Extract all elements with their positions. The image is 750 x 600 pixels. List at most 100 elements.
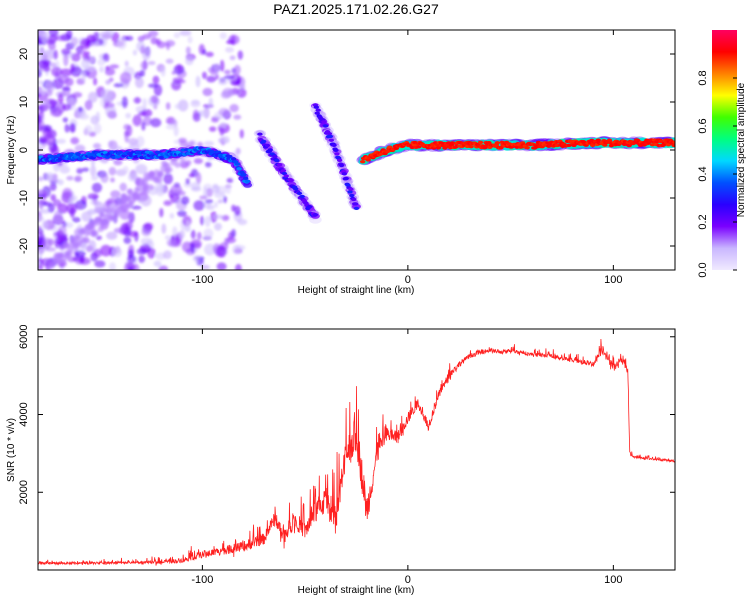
speckle-blob (109, 215, 116, 222)
speckle-blob (231, 229, 236, 238)
speckle-blob (44, 59, 52, 67)
speckle-blob (50, 194, 57, 202)
speckle-blob (46, 82, 54, 91)
speckle-blob (124, 204, 131, 211)
speckle-blob (62, 241, 69, 248)
ridge-point (243, 182, 253, 188)
speckle-blob (127, 266, 134, 270)
speckle-blob (81, 71, 87, 82)
speckle-blob (72, 216, 81, 223)
speckle-blob (213, 222, 222, 231)
spectrogram-marks (38, 30, 675, 270)
speckle-blob (140, 60, 149, 70)
colorbar-tick-label: 0.6 (697, 118, 709, 133)
speckle-blob (66, 175, 74, 181)
speckle-blob (203, 140, 215, 147)
snr-x-axis-label: Height of straight line (km) (298, 585, 415, 596)
speckle-blob (69, 122, 76, 133)
speckle-blob (173, 32, 181, 39)
speckle-blob (50, 62, 57, 68)
speckle-blob (199, 195, 208, 200)
speckle-blob (219, 126, 225, 137)
speckle-blob (143, 222, 154, 231)
speckle-blob (61, 48, 71, 55)
speckle-blob (204, 243, 216, 256)
speckle-blob (125, 35, 134, 41)
speckle-blob (50, 109, 63, 117)
speckle-blob (190, 100, 201, 108)
speckle-blob (38, 80, 44, 85)
speckle-blob (56, 257, 63, 264)
speckle-blob (170, 184, 183, 195)
speckle-blob (224, 69, 231, 75)
speckle-blob (205, 188, 213, 198)
speckle-blob (93, 77, 98, 86)
speckle-blob (152, 75, 160, 85)
ridge-point (158, 155, 165, 159)
speckle-blob (195, 172, 202, 185)
speckle-blob (137, 111, 148, 117)
snr-x-ticks: -100 0 100 (191, 329, 623, 586)
speckle-blob (140, 194, 152, 207)
speckle-blob (46, 171, 54, 182)
speckle-blob (93, 220, 100, 227)
y-tick-label: 2000 (18, 480, 30, 504)
speckle-blob (226, 177, 234, 184)
speckle-blob (147, 83, 159, 88)
ridge-point (75, 152, 81, 156)
colorbar-gradient (712, 30, 737, 270)
ridge-point (626, 143, 632, 148)
spectrogram-y-axis-label: Frequency (Hz) (6, 116, 17, 185)
y-tick-label: 6000 (18, 325, 30, 349)
speckle-blob (82, 50, 88, 61)
speckle-blob (38, 61, 43, 66)
speckle-blob (74, 144, 86, 153)
colorbar-tick-label: 0.0 (697, 262, 709, 277)
x-tick-label: 100 (604, 274, 622, 286)
speckle-blob (176, 63, 183, 72)
speckle-blob (142, 48, 151, 61)
speckle-blob (48, 30, 59, 37)
speckle-blob (163, 250, 172, 260)
speckle-blob (165, 124, 177, 130)
speckle-blob (101, 89, 113, 101)
speckle-blob (200, 264, 210, 270)
ridge-point (276, 163, 283, 167)
speckle-blob (90, 165, 97, 177)
speckle-blob (237, 218, 248, 226)
speckle-blob (114, 198, 121, 205)
speckle-blob (77, 228, 84, 235)
speckle-blob (104, 102, 115, 108)
speckle-blob (172, 119, 178, 127)
speckle-blob (179, 30, 192, 36)
speckle-blob (61, 103, 72, 111)
speckle-blob (62, 86, 71, 91)
speckle-blob (38, 225, 42, 231)
colorbar-label: Normalized spectral amplitude (736, 82, 747, 217)
speckle-blob (92, 248, 102, 258)
speckle-blob (142, 98, 147, 110)
x-tick-label: -100 (191, 274, 213, 286)
y-tick-label: 10 (18, 96, 30, 108)
speckle-blob (48, 35, 58, 43)
speckle-blob (139, 243, 151, 253)
speckle-blob (205, 51, 214, 58)
speckle-blob (60, 68, 72, 77)
speckle-blob (87, 223, 94, 230)
speckle-blob (71, 52, 81, 62)
speckle-blob (188, 173, 195, 178)
ridge-point (260, 139, 267, 144)
speckle-blob (95, 235, 103, 241)
y-tick-label: 0 (18, 147, 30, 153)
speckle-blob (135, 185, 142, 192)
speckle-blob (193, 158, 204, 165)
ridge-point (442, 146, 448, 150)
ridge-point (321, 120, 327, 124)
y-tick-label: 4000 (18, 402, 30, 426)
colorbar-tick-label: 0.4 (697, 166, 709, 181)
speckle-blob (185, 178, 190, 185)
ridge-point (336, 158, 343, 162)
ridge-point (331, 143, 337, 147)
speckle-blob (125, 112, 132, 119)
speckle-blob (100, 97, 106, 107)
